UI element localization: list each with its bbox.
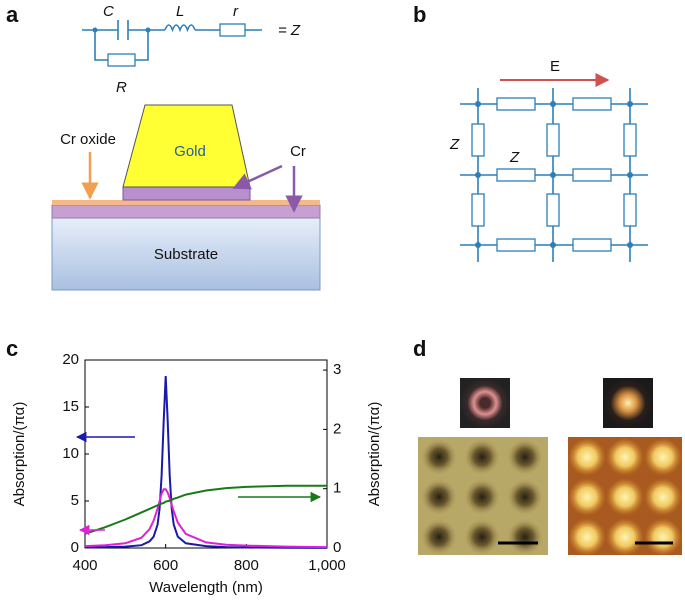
panel-label: b: [413, 2, 426, 27]
x-tick-label: 400: [72, 557, 97, 574]
single-disk-image: [460, 378, 510, 428]
y2-tick-label: 1: [333, 480, 341, 497]
layer-label: Cr oxide: [60, 131, 116, 148]
y2-tick-label: 2: [333, 420, 341, 437]
circuit: [82, 20, 262, 67]
cr-oxide-layer: [52, 200, 320, 205]
panel-label: a: [6, 2, 19, 27]
y2-axis-label: Absorption/(πα): [366, 402, 383, 507]
impedance-label: Z: [449, 136, 460, 153]
circuit-label: C: [103, 3, 114, 20]
y-tick-label: 15: [62, 398, 79, 415]
cr-layer: [51, 204, 321, 219]
x-axis-label: Wavelength (nm): [149, 579, 263, 596]
single-disk-image: [603, 378, 653, 428]
y2-tick-label: 0: [333, 539, 341, 556]
circuit-label: r: [233, 3, 239, 20]
arrow: [232, 164, 283, 190]
y-tick-label: 20: [62, 351, 79, 368]
layer-label: Cr: [290, 143, 306, 160]
impedance-label: Z: [509, 149, 520, 166]
impedance-grid: [460, 88, 648, 262]
substrate: [51, 217, 321, 291]
series-line: [84, 488, 328, 549]
circuit-label: L: [176, 3, 184, 20]
y-axis-label: Absorption/(πα): [11, 402, 28, 507]
series-line: [84, 375, 328, 549]
panel-label: c: [6, 336, 18, 361]
y-tick-label: 10: [62, 445, 79, 462]
array-image: [418, 437, 548, 555]
panel-label: d: [413, 336, 426, 361]
x-tick-label: 600: [153, 557, 178, 574]
series-line: [84, 484, 327, 535]
gold-label: Gold: [174, 143, 206, 160]
x-tick-label: 1,000: [308, 557, 346, 574]
chart: 0 5 10 15 20 0 1 2 3 400 600 800 1,000 Wavelength (nm…: [11, 351, 383, 596]
y2-tick-label: 3: [333, 361, 341, 378]
layer-label: Substrate: [154, 246, 218, 263]
y-tick-label: 5: [71, 492, 79, 509]
circuit-label: = Z: [278, 22, 301, 39]
x-tick-label: 800: [234, 557, 259, 574]
array-image: [568, 437, 682, 555]
field-label: E: [550, 58, 560, 75]
cr-pad: [122, 186, 251, 201]
plot-frame: [84, 359, 328, 549]
y-tick-label: 0: [71, 539, 79, 556]
circuit-label: R: [116, 79, 127, 96]
